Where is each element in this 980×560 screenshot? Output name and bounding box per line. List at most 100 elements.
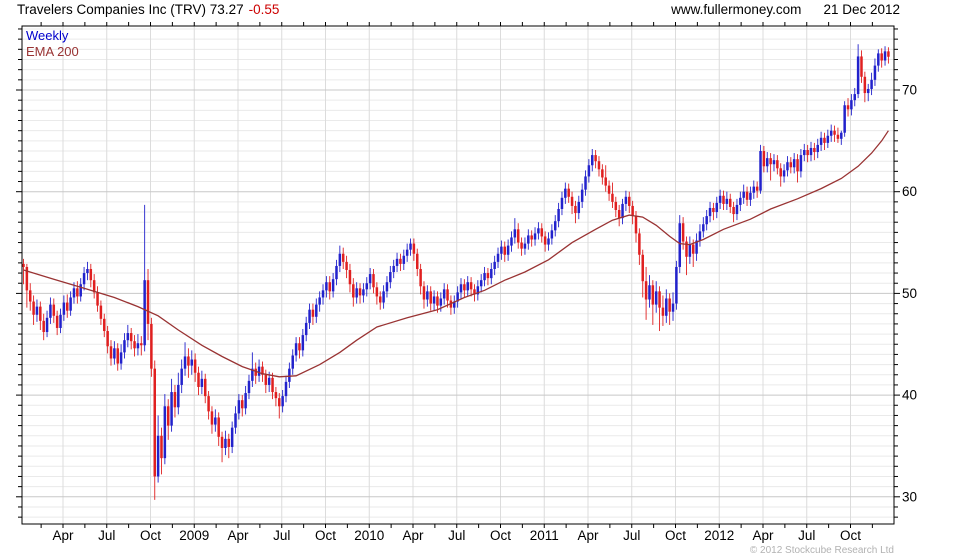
candle-body xyxy=(210,411,214,425)
candle-body xyxy=(345,261,348,271)
x-axis-label: Apr xyxy=(402,528,424,543)
candle-body xyxy=(564,188,567,198)
candle-body xyxy=(368,274,372,284)
date-label: 21 Dec 2012 xyxy=(823,2,900,17)
candle-body xyxy=(264,374,268,385)
candle-body xyxy=(688,244,692,257)
candle-body xyxy=(271,377,274,393)
x-axis-label: Jul xyxy=(623,528,640,543)
candle-body xyxy=(782,170,786,177)
candle-body xyxy=(533,233,537,240)
x-axis-label: 2011 xyxy=(530,528,559,543)
candle-body xyxy=(601,169,604,178)
candle-body xyxy=(755,186,759,191)
candle-body xyxy=(230,427,234,447)
candle-body xyxy=(752,186,756,193)
x-axis-label: Apr xyxy=(52,528,74,543)
candle-body xyxy=(530,235,533,240)
candle-body xyxy=(237,400,241,414)
candle-body xyxy=(617,210,621,219)
candle-body xyxy=(69,297,72,311)
candle-body xyxy=(241,400,244,409)
legend-weekly-label: Weekly xyxy=(26,28,69,43)
candle-body xyxy=(234,413,237,428)
y-axis-label: 30 xyxy=(902,489,917,504)
candle-body xyxy=(520,242,523,249)
candle-body xyxy=(156,435,160,477)
candle-body xyxy=(392,265,395,273)
candle-body xyxy=(840,132,843,139)
candle-body xyxy=(352,284,355,298)
candle-body xyxy=(301,335,305,351)
candle-body xyxy=(106,331,109,347)
candle-body xyxy=(641,254,644,282)
candle-body xyxy=(540,228,544,237)
candle-body xyxy=(836,134,840,139)
candle-body xyxy=(372,274,375,288)
candle-body xyxy=(294,343,298,356)
candle-body xyxy=(92,280,96,293)
candle-body xyxy=(823,137,826,143)
candle-body xyxy=(453,301,456,308)
candle-body xyxy=(631,205,634,217)
candle-body xyxy=(856,56,860,95)
chart-header: Travelers Companies Inc (TRV) 73.27 -0.55 xyxy=(17,2,279,17)
candle-body xyxy=(547,238,550,245)
candle-body xyxy=(190,359,194,366)
candle-body xyxy=(224,438,227,448)
candle-body xyxy=(321,290,325,298)
x-axis-label: Jul xyxy=(798,528,815,543)
candle-body xyxy=(665,298,668,316)
candle-body xyxy=(385,282,389,292)
candle-body xyxy=(325,282,328,291)
candle-body xyxy=(463,284,466,291)
candle-body xyxy=(722,195,725,204)
candle-body xyxy=(604,177,607,186)
candle-body xyxy=(416,253,419,269)
candle-body xyxy=(661,307,665,316)
candle-body xyxy=(86,268,89,274)
candle-body xyxy=(614,201,618,211)
candle-body xyxy=(459,284,463,293)
candle-body xyxy=(543,236,547,245)
candle-body xyxy=(197,372,200,387)
candle-body xyxy=(691,244,695,254)
candle-body xyxy=(850,100,853,110)
chart-legend: Weekly EMA 200 xyxy=(26,28,79,60)
candle-body xyxy=(567,188,570,197)
candle-body xyxy=(496,253,500,262)
candle-body xyxy=(311,309,315,317)
website-link[interactable]: www.fullermoney.com xyxy=(671,2,802,17)
candle-body xyxy=(308,309,311,323)
candle-body xyxy=(247,380,251,394)
candle-body xyxy=(254,368,257,376)
candle-body xyxy=(96,292,99,306)
candle-body xyxy=(419,268,422,287)
y-axis-label: 70 xyxy=(902,83,917,98)
candle-body xyxy=(759,151,762,191)
candle-body xyxy=(873,65,877,80)
candle-body xyxy=(348,270,352,285)
candle-body xyxy=(654,291,658,305)
candle-body xyxy=(402,255,406,264)
candle-body xyxy=(479,280,483,287)
candle-body xyxy=(587,165,591,177)
y-axis-label: 40 xyxy=(902,388,917,403)
candle-body xyxy=(116,348,119,364)
candle-body xyxy=(126,333,130,341)
candle-body xyxy=(806,150,809,156)
candle-body xyxy=(473,289,476,295)
candle-body xyxy=(200,378,204,387)
candle-body xyxy=(651,285,655,305)
x-axis-label: Oct xyxy=(315,528,336,543)
candle-body xyxy=(486,273,490,279)
candle-body xyxy=(887,51,890,57)
candle-body xyxy=(193,359,197,373)
candle-body xyxy=(129,333,133,342)
x-axis-label: 2009 xyxy=(179,528,209,543)
plot-border xyxy=(21,25,895,525)
candle-body xyxy=(227,438,231,447)
candle-body xyxy=(786,162,789,171)
candle-body xyxy=(143,280,146,346)
candle-body xyxy=(35,306,39,315)
